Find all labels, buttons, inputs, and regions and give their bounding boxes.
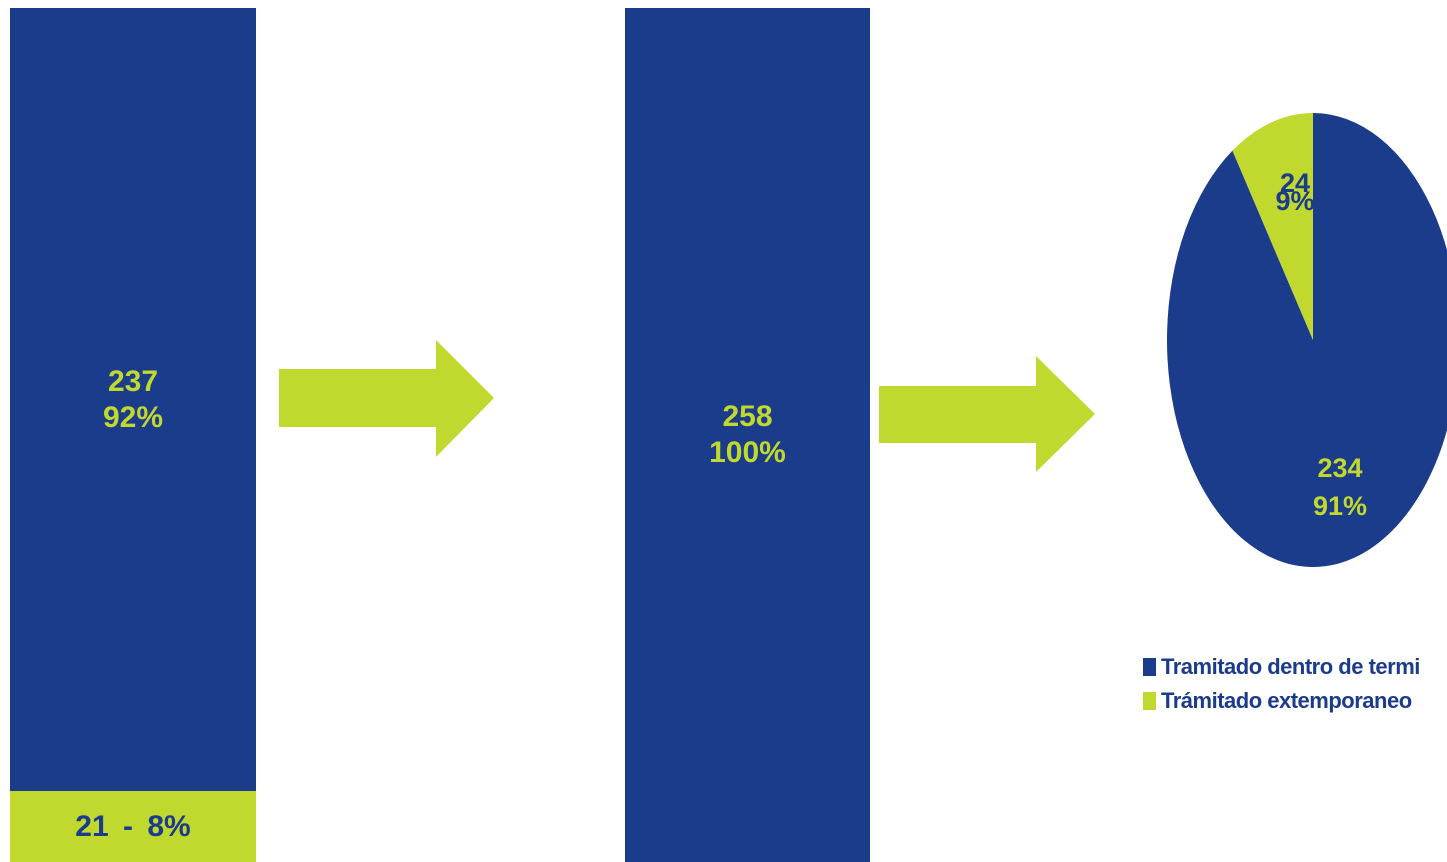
pie-main-value-label: 234 bbox=[1317, 453, 1363, 483]
pie-small-value-label: 24 bbox=[1279, 168, 1311, 198]
pie-slice-tramitado-extemporaneo bbox=[1232, 113, 1313, 340]
pie-main-percent-label: 91% bbox=[1312, 491, 1368, 521]
pie-slice-tramitado-dentro bbox=[1166, 113, 1447, 567]
pie-small-percent-label: 9% bbox=[1275, 186, 1315, 216]
bar2-segment: 258 100% bbox=[625, 8, 870, 862]
bar2-percent-label: 100% bbox=[709, 436, 786, 469]
legend-swatch-green bbox=[1143, 692, 1156, 710]
bar1-small-segment: 21 - 8% bbox=[10, 791, 256, 862]
legend-item-dentro: Tramitado dentro de termi bbox=[1143, 654, 1420, 680]
legend-label-dentro: Tramitado dentro de termi bbox=[1161, 654, 1420, 679]
legend-swatch-blue bbox=[1143, 658, 1156, 676]
bar1-main-value-label: 237 bbox=[107, 364, 159, 398]
legend-item-extemporaneo: Trámitado extemporaneo bbox=[1143, 688, 1412, 714]
bar1-main-segment: 237 92% bbox=[10, 8, 256, 791]
bar1-main-percent-label: 92% bbox=[102, 400, 164, 434]
bar2-value-label: 258 bbox=[722, 400, 773, 433]
legend-label-extemporaneo: Trámitado extemporaneo bbox=[1161, 688, 1412, 713]
bar1-small-label: 21 - 8% bbox=[75, 809, 191, 843]
